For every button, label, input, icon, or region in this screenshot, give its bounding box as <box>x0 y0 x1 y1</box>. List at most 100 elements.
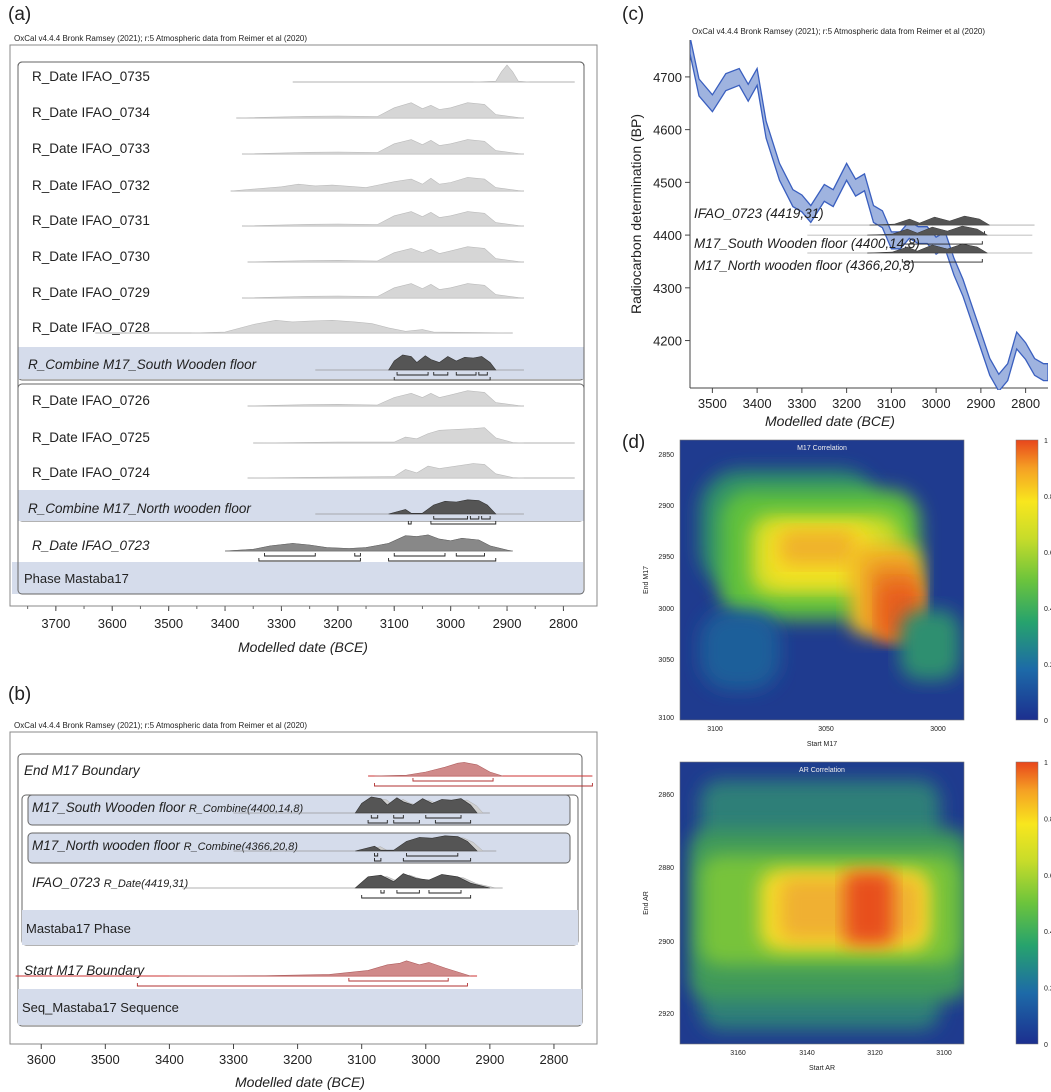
range-bracket <box>258 558 361 562</box>
x-tick-label: 3100 <box>347 1052 376 1067</box>
panel-a-header: OxCal v4.4.4 Bronk Ramsey (2021); r:5 At… <box>14 34 307 43</box>
row-label-main: IFAO_0723 <box>32 875 104 890</box>
heatmap-y-axis-label: End M17 <box>643 566 650 594</box>
colorbar <box>1015 439 1039 721</box>
row-label-m17-south-wooden-floor: M17_South Wooden floor R_Combine(4400,14… <box>32 800 304 815</box>
panel-c-plot: 4200 4300 4400 4500 4600 4700 3500 3400 3300 3200… <box>628 40 1048 429</box>
panel-c-letter: (c) <box>622 4 645 25</box>
density-r-date-ifao-0725 <box>253 427 525 444</box>
colorbar-tick-label: 0.6 <box>1044 550 1051 557</box>
combine-band-north <box>18 490 584 521</box>
range-bracket <box>406 853 459 857</box>
density-start-m17-boundary <box>169 960 471 977</box>
panel-b-plot: Seq_Mastaba17 Sequence Mastaba17 Phase End… <box>15 753 593 1090</box>
density-c <box>867 225 989 236</box>
row-label-r-date-ifao-0723: R_Date IFAO_0723 <box>32 538 150 553</box>
heatmap-cells-m17-correlation <box>700 470 960 690</box>
density-r-combine-m17-south-wooden-floor <box>388 354 497 371</box>
calibration-curve-group <box>690 40 1048 390</box>
x-tick-label: 2900 <box>493 616 522 631</box>
row-label-end-m17-boundary: End M17 Boundary <box>24 763 141 778</box>
density-r-date-ifao-0724 <box>247 463 525 479</box>
density-ifao-0723 <box>354 873 490 889</box>
density-end-m17-boundary <box>374 762 503 777</box>
panel-b-frame <box>9 731 598 1045</box>
heatmap-x-axis-label: Start AR <box>809 1065 835 1072</box>
density-r-date-ifao-0730 <box>247 246 525 263</box>
panel-b-header: OxCal v4.4.4 Bronk Ramsey (2021); r:5 At… <box>14 721 307 730</box>
heatmap-cells-ar-correlation <box>690 780 964 1030</box>
colorbar-tick-label: 0.6 <box>1044 873 1051 880</box>
density-m17-south-wooden-floor <box>354 796 478 814</box>
heatmap-x-tick-label: 3140 <box>799 1050 815 1057</box>
range-bracket <box>393 553 446 557</box>
x-tick-label: 3400 <box>211 616 240 631</box>
heatmap-frame <box>679 439 965 721</box>
range-bracket <box>428 890 462 894</box>
row-label-r-date-ifao-0728: R_Date IFAO_0728 <box>32 320 150 335</box>
x-tick-label: 3500 <box>698 396 727 411</box>
density-r-date-ifao-0728 <box>191 319 513 334</box>
range-bracket <box>354 553 361 557</box>
x-tick-label: 3000 <box>922 396 951 411</box>
row-label-ifao-0723: IFAO_0723 R_Date(4419,31) <box>32 875 189 890</box>
colorbar <box>1015 761 1039 1045</box>
row-label-sub: R_Date(4419,31) <box>104 878 189 890</box>
range-bracket <box>374 858 382 862</box>
row-label-start-m17-boundary: Start M17 Boundary <box>24 963 145 978</box>
x-tick-label: 2800 <box>539 1052 568 1067</box>
range-bracket <box>433 372 449 376</box>
phase-box <box>17 61 585 595</box>
heatmap-frame <box>679 761 965 1045</box>
sample-label-c: M17_North wooden floor (4366,20,8) <box>694 258 915 273</box>
heatmap-y-tick-label: 2900 <box>658 503 674 510</box>
y-tick-label: 4200 <box>653 334 682 349</box>
colorbar-tick-label: 0.2 <box>1044 986 1051 993</box>
heatmap-x-axis-label: Start M17 <box>807 741 837 748</box>
heatmap-x-tick-label: 3000 <box>930 726 946 733</box>
heatmap-title: M17 Correlation <box>797 445 847 452</box>
row-label-sub: R_Combine(4366,20,8) <box>184 841 299 853</box>
colorbar-tick-label: 0 <box>1044 1042 1048 1049</box>
row-label-r-date-ifao-0726: R_Date IFAO_0726 <box>32 393 150 408</box>
sample-label-c: IFAO_0723 (4419,31) <box>694 206 824 221</box>
range-bracket <box>370 815 379 819</box>
range-bracket <box>901 259 983 263</box>
row-label-r-date-ifao-0733: R_Date IFAO_0733 <box>32 141 150 156</box>
row-label-main: M17_North wooden floor <box>32 838 184 853</box>
density-r-date-ifao-0726 <box>247 390 525 407</box>
density-c <box>867 243 989 254</box>
y-tick-label: 4600 <box>653 123 682 138</box>
heatmap-y-tick-label: 3050 <box>658 657 674 664</box>
colorbar-tick-label: 1 <box>1044 438 1048 445</box>
x-tick-label: 3300 <box>267 616 296 631</box>
heatmap-x-tick-label: 3160 <box>730 1050 746 1057</box>
heatmap-y-tick-label: 2920 <box>658 1011 674 1018</box>
panel-c-header: OxCal v4.4.4 Bronk Ramsey (2021); r:5 At… <box>692 27 985 36</box>
calibration-band <box>690 40 1048 390</box>
x-axis-label: Modelled date (BCE) <box>765 413 895 429</box>
range-bracket <box>374 853 379 857</box>
x-tick-label: 3400 <box>743 396 772 411</box>
row-label-sub: R_Combine(4400,14,8) <box>189 803 304 815</box>
x-tick-label: 3600 <box>27 1052 56 1067</box>
heatmap-y-tick-label: 2850 <box>658 452 674 459</box>
heatmap-x-tick-label: 3100 <box>707 726 723 733</box>
colorbar-tick-label: 0.4 <box>1044 606 1051 613</box>
x-tick-label: 2800 <box>1011 396 1040 411</box>
range-bracket <box>425 815 462 819</box>
x-tick-label: 2800 <box>549 616 578 631</box>
colorbar-tick-label: 0.4 <box>1044 929 1051 936</box>
range-bracket <box>396 890 420 894</box>
range-bracket <box>393 377 491 381</box>
x-tick-label: 3500 <box>91 1052 120 1067</box>
density-prior-r-date-ifao-0723 <box>224 534 513 552</box>
row-label-r-date-ifao-0735: R_Date IFAO_0735 <box>32 69 150 84</box>
density-r-date-ifao-0734 <box>236 102 525 119</box>
phase-label-b: Mastaba17 Phase <box>26 921 131 936</box>
row-label-r-date-ifao-0730: R_Date IFAO_0730 <box>32 249 150 264</box>
sequence-box <box>17 753 583 1027</box>
range-bracket <box>396 372 429 376</box>
range-bracket <box>367 820 388 824</box>
heatmap-y-axis-label: End AR <box>643 891 650 915</box>
